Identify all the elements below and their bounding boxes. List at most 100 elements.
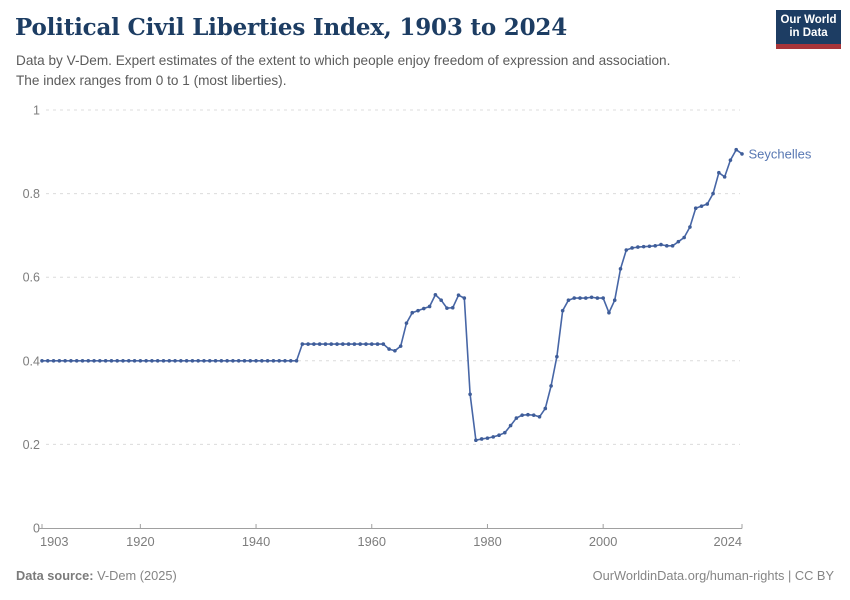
x-axis-tick-label: 1980 [473, 534, 501, 549]
y-axis-tick-label: 1 [33, 104, 40, 118]
data-point [341, 342, 345, 346]
data-point [607, 310, 611, 315]
data-point [410, 310, 415, 315]
data-point [711, 191, 715, 196]
data-point [375, 342, 380, 346]
data-point [196, 359, 200, 363]
data-point [503, 430, 507, 435]
data-point [271, 359, 276, 363]
data-point [566, 298, 571, 302]
data-point [40, 359, 44, 363]
data-point [560, 308, 565, 313]
data-point [329, 342, 334, 346]
data-point [705, 202, 710, 206]
data-point [624, 248, 629, 252]
data-point [572, 296, 577, 300]
data-point [369, 342, 374, 346]
data-point [584, 296, 588, 300]
data-point [288, 359, 293, 363]
y-axis-tick-label: 0.8 [23, 187, 40, 201]
data-point [364, 342, 368, 346]
data-point [664, 244, 669, 248]
data-point [213, 359, 218, 363]
data-point [80, 359, 85, 363]
data-point [612, 298, 617, 302]
data-point [167, 359, 172, 363]
data-point [69, 359, 73, 363]
data-point [508, 423, 513, 428]
data-point [63, 359, 67, 363]
data-point [190, 359, 195, 363]
data-point [549, 384, 553, 388]
data-point [653, 244, 658, 248]
data-point [636, 245, 640, 249]
data-point [514, 416, 519, 420]
data-point [219, 359, 224, 363]
data-point [641, 244, 646, 249]
x-axis-tick-label: 1960 [358, 534, 386, 549]
data-point [497, 433, 501, 438]
data-point [468, 392, 472, 397]
data-point [647, 244, 652, 249]
data-point [601, 296, 605, 300]
data-point [132, 359, 137, 363]
data-point [578, 296, 582, 300]
data-point [74, 359, 79, 363]
data-point [676, 239, 681, 244]
credit-link[interactable]: OurWorldinData.org/human-rights | CC BY [592, 568, 834, 583]
data-source: Data source: V-Dem (2025) [16, 568, 177, 583]
y-axis-tick-label: 0.6 [23, 271, 40, 285]
data-point [427, 304, 432, 309]
data-point [155, 359, 160, 363]
data-point [109, 359, 114, 363]
x-axis-tick-label: 2000 [589, 534, 617, 549]
data-point [445, 306, 449, 310]
data-point [595, 296, 600, 300]
data-point [121, 359, 125, 363]
data-point [433, 292, 438, 297]
x-axis-tick-label: 1940 [242, 534, 270, 549]
data-point [138, 359, 143, 363]
data-point [103, 359, 108, 363]
y-axis-tick-label: 0.2 [23, 438, 40, 452]
chart-title: Political Civil Liberties Index, 1903 to… [15, 14, 568, 41]
data-point [317, 342, 322, 346]
data-source-label: Data source: [16, 568, 94, 583]
data-point [242, 359, 247, 363]
data-point [387, 347, 391, 351]
data-point [462, 296, 467, 300]
data-point [173, 359, 177, 363]
data-point [312, 342, 316, 346]
data-point [693, 206, 698, 211]
data-point [335, 342, 339, 346]
subtitle-line-2: The index ranges from 0 to 1 (most liber… [16, 73, 287, 88]
data-point [115, 359, 120, 363]
data-point [202, 359, 206, 363]
data-point [184, 359, 189, 363]
data-point [688, 225, 692, 229]
data-point [265, 359, 270, 363]
data-point [346, 342, 351, 346]
data-point [659, 242, 663, 247]
series-end-label[interactable]: Seychelles [749, 146, 812, 161]
data-point [722, 175, 727, 179]
x-axis-tick-label: 1903 [40, 534, 68, 549]
data-point [474, 438, 478, 443]
y-axis-tick-label: 0.4 [23, 354, 40, 368]
data-point [358, 342, 362, 346]
data-point [393, 348, 397, 353]
data-point [479, 437, 484, 441]
data-point [300, 342, 305, 346]
data-point [531, 413, 536, 417]
y-axis-tick-label: 0 [33, 522, 40, 536]
data-point [485, 436, 490, 440]
data-point [306, 342, 310, 346]
data-point [254, 359, 258, 363]
data-point [207, 359, 212, 363]
data-point [179, 359, 183, 363]
data-point [699, 204, 704, 208]
data-point [260, 359, 264, 363]
data-point [618, 267, 623, 271]
